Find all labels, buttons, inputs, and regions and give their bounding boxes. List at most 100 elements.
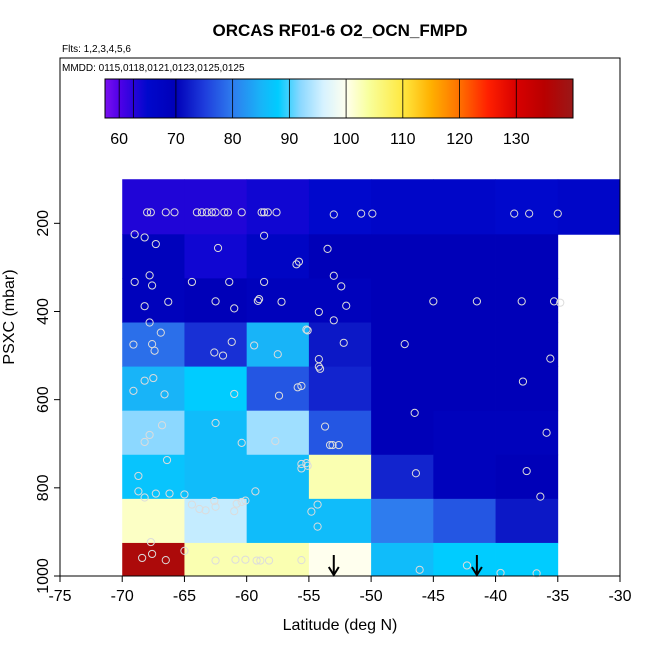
heatmap-cell [495,278,559,323]
data-point [211,556,220,565]
heatmap-cell [184,322,248,367]
data-point [237,497,246,507]
x-tick-label: -40 [484,588,507,605]
data-point [556,298,565,307]
data-point [160,390,169,399]
data-point [297,381,306,391]
y-tick-label: 1000 [35,558,52,594]
data-point [165,489,174,498]
data-point [549,297,559,306]
data-point [303,326,312,335]
heatmap-cell [308,366,372,412]
data-point [156,328,165,337]
data-point [536,492,545,501]
data-point [202,208,211,217]
data-point [210,496,219,506]
data-point [411,469,421,478]
data-point [230,304,239,313]
heatmap-cell [122,454,185,500]
data-point [197,208,206,217]
colorbar-ticks: 60 70 80 90 100 110 120 130 [110,131,529,148]
data-point [542,428,551,437]
data-point [517,297,526,306]
data-point [325,440,335,450]
heatmap-cell [246,322,310,367]
data-point [146,208,155,217]
data-point [259,208,269,217]
y-tick-label: 400 [35,298,52,325]
x-tick-label: -45 [422,588,445,605]
x-tick-label: -30 [608,588,631,605]
heatmap-cell [371,498,434,544]
data-point [472,297,481,306]
data-point [151,489,160,498]
data-point [532,569,541,578]
data-point [211,297,220,306]
data-point [207,208,216,217]
data-point [130,277,139,287]
data-point [368,209,377,218]
heatmap-cell [184,234,248,279]
data-point [294,257,304,266]
heatmap-cell [246,542,310,577]
heatmap-cell [433,498,496,544]
heatmap-cell [122,498,185,544]
colorbar-lines [118,79,517,118]
data-point [462,561,472,570]
data-point [329,210,338,219]
colorbar-tick-label: 110 [390,131,416,148]
data-point [218,351,228,360]
data-point [134,487,143,496]
data-point [145,271,154,280]
heatmap-cell [495,542,559,577]
x-tick-label: -35 [546,588,569,605]
data-point [263,208,272,217]
data-point [314,362,323,371]
heatmap-cell [433,410,496,456]
data-point [220,208,229,217]
data-point [223,208,233,217]
data-point [313,522,322,531]
heatmap-cell [433,278,496,323]
heatmap-cell [308,179,372,235]
heatmap-cell [371,179,434,235]
data-point [145,430,154,440]
data-point [213,243,223,253]
data-point [496,568,505,578]
data-point [180,490,189,499]
heatmap-cell [495,454,559,500]
x-axis-label: Latitude (deg N) [283,617,398,634]
data-point [255,295,264,304]
data-point [211,502,220,511]
data-point [231,555,240,564]
data-point [522,466,531,476]
heatmap-cell [308,278,372,323]
data-point [211,418,220,428]
heatmap-cell [122,234,185,279]
data-point [256,556,265,565]
data-point [273,350,282,359]
data-point [232,499,241,508]
heatmap-cell [495,179,559,235]
data-point [150,346,159,355]
y-axis-label: PSXC (mbar) [1,269,18,364]
heatmap-cell [246,234,310,279]
data-point [140,302,149,311]
data-point [277,297,286,306]
data-point [161,556,170,565]
data-point [328,440,337,450]
colorbar: 60 70 80 90 100 110 120 130 [104,78,574,148]
heatmap-cell [433,179,496,235]
heatmap-cell [246,498,310,544]
data-point [187,500,197,509]
data-point [250,341,259,350]
data-point [510,209,519,218]
x-tick-label: -75 [48,588,71,605]
data-point [129,340,138,349]
colorbar-tick-label: 60 [110,131,128,148]
data-point [297,459,306,469]
heatmap-cell [308,410,372,456]
heatmap-cell [246,179,310,235]
data-point [225,277,234,287]
data-point [292,260,301,269]
